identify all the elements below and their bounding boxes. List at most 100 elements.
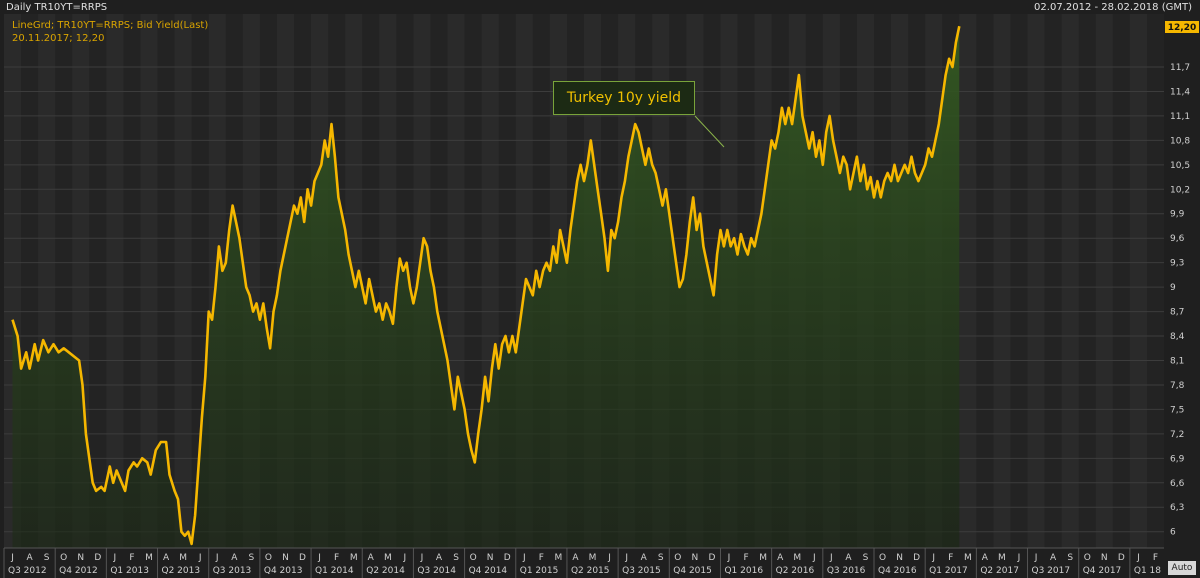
x-quarter-label: Q1 2014: [315, 566, 354, 576]
x-month-label: D: [1118, 553, 1125, 563]
x-month-label: J: [420, 553, 424, 563]
x-month-label: M: [350, 553, 358, 563]
y-tick-label: 11,1: [1170, 112, 1190, 122]
x-quarter-label: Q2 2017: [980, 566, 1019, 576]
x-month-label: M: [998, 553, 1006, 563]
y-tick-label: 8,1: [1170, 356, 1184, 366]
yield-area-fill: [12, 26, 960, 548]
x-month-label: D: [299, 553, 306, 563]
x-quarter-label: Q1 18: [1134, 566, 1161, 576]
x-month-label: F: [1153, 553, 1158, 563]
y-tick-label: 10,5: [1170, 161, 1190, 171]
chart-title: Daily TR10YT=RRPS: [6, 2, 108, 13]
x-month-label: A: [436, 553, 443, 563]
x-month-label: O: [470, 553, 477, 563]
x-month-label: O: [60, 553, 67, 563]
y-tick-label: 6,6: [1170, 479, 1185, 489]
yield-series-line: [11, 25, 961, 546]
x-month-label: F: [129, 553, 134, 563]
x-month-label: J: [829, 553, 833, 563]
y-tick-label: 6,9: [1170, 454, 1185, 464]
x-quarter-label: Q3 2016: [827, 566, 866, 576]
x-month-label: J: [1034, 553, 1038, 563]
annotation-label: Turkey 10y yield: [553, 81, 695, 115]
x-quarter-label: Q2 2014: [366, 566, 405, 576]
x-month-label: M: [793, 553, 801, 563]
x-month-label: M: [555, 553, 563, 563]
x-quarter-label: Q2 2013: [162, 566, 201, 576]
x-month-label: J: [727, 553, 731, 563]
x-month-label: N: [282, 553, 289, 563]
x-month-label: J: [1136, 553, 1140, 563]
y-tick-label: 8,7: [1170, 308, 1184, 318]
month-band: [106, 14, 124, 548]
x-month-label: A: [27, 553, 34, 563]
x-quarter-label: Q3 2012: [8, 566, 47, 576]
x-month-label: S: [453, 553, 459, 563]
x-month-label: A: [845, 553, 852, 563]
x-month-label: S: [863, 553, 869, 563]
y-tick-label: 11,4: [1170, 87, 1190, 97]
last-value-label: 12,20: [1168, 23, 1196, 33]
month-band: [959, 14, 977, 548]
x-month-label: A: [368, 553, 375, 563]
x-month-label: D: [94, 553, 101, 563]
x-month-label: O: [1084, 553, 1091, 563]
x-quarter-label: Q4 2012: [59, 566, 98, 576]
auto-scale-button[interactable]: Auto: [1168, 561, 1196, 575]
x-month-label: A: [982, 553, 989, 563]
x-month-label: A: [777, 553, 784, 563]
month-band: [174, 14, 192, 548]
x-month-label: J: [113, 553, 117, 563]
x-quarter-label: Q2 2015: [571, 566, 610, 576]
x-month-label: F: [334, 553, 339, 563]
x-month-label: J: [198, 553, 202, 563]
x-month-label: M: [145, 553, 153, 563]
y-tick-label: 7,5: [1170, 405, 1184, 415]
x-quarter-label: Q3 2015: [622, 566, 661, 576]
x-quarter-label: Q3 2013: [213, 566, 252, 576]
x-month-label: O: [879, 553, 886, 563]
x-month-label: J: [403, 553, 407, 563]
x-quarter-label: Q4 2017: [1083, 566, 1122, 576]
x-month-label: A: [641, 553, 648, 563]
x-month-label: N: [692, 553, 699, 563]
last-value-tag: 12,20: [1165, 21, 1199, 33]
month-band: [1061, 14, 1079, 548]
y-tick-label: 6,3: [1170, 503, 1184, 513]
x-month-label: N: [896, 553, 903, 563]
x-month-label: D: [913, 553, 920, 563]
x-quarter-label: Q3 2014: [417, 566, 456, 576]
y-tick-label: 10,8: [1170, 136, 1190, 146]
x-month-label: S: [658, 553, 664, 563]
date-range: 02.07.2012 - 28.02.2018 (GMT): [1034, 2, 1192, 13]
x-month-label: M: [759, 553, 767, 563]
x-quarter-label: Q1 2016: [724, 566, 763, 576]
y-tick-label: 6: [1170, 528, 1176, 538]
legend-last-point: 20.11.2017; 12,20: [12, 33, 105, 44]
x-month-label: A: [163, 553, 170, 563]
x-quarter-label: Q4 2013: [264, 566, 303, 576]
x-month-label: J: [10, 553, 14, 563]
x-quarter-label: Q1 2017: [929, 566, 968, 576]
y-axis: 6 6,3 6,6 6,9 7,2 7,5 7,8 8,1 8,4 8,7 9 9,3 9,6 9,9 10…: [1170, 63, 1190, 538]
x-month-label: O: [265, 553, 272, 563]
x-month-label: A: [1050, 553, 1057, 563]
x-month-label: D: [504, 553, 511, 563]
x-month-label: F: [743, 553, 748, 563]
y-tick-label: 9,9: [1170, 210, 1185, 220]
month-band: [1129, 14, 1147, 548]
x-month-label: D: [708, 553, 715, 563]
x-month-label: S: [44, 553, 50, 563]
x-month-label: N: [77, 553, 84, 563]
x-quarter-label: Q4 2015: [673, 566, 712, 576]
x-month-label: J: [812, 553, 816, 563]
x-month-label: N: [1101, 553, 1108, 563]
x-month-label: A: [572, 553, 579, 563]
x-month-label: S: [248, 553, 254, 563]
x-quarter-label: Q2 2016: [776, 566, 815, 576]
x-month-label: J: [624, 553, 628, 563]
y-tick-label: 8,4: [1170, 332, 1185, 342]
